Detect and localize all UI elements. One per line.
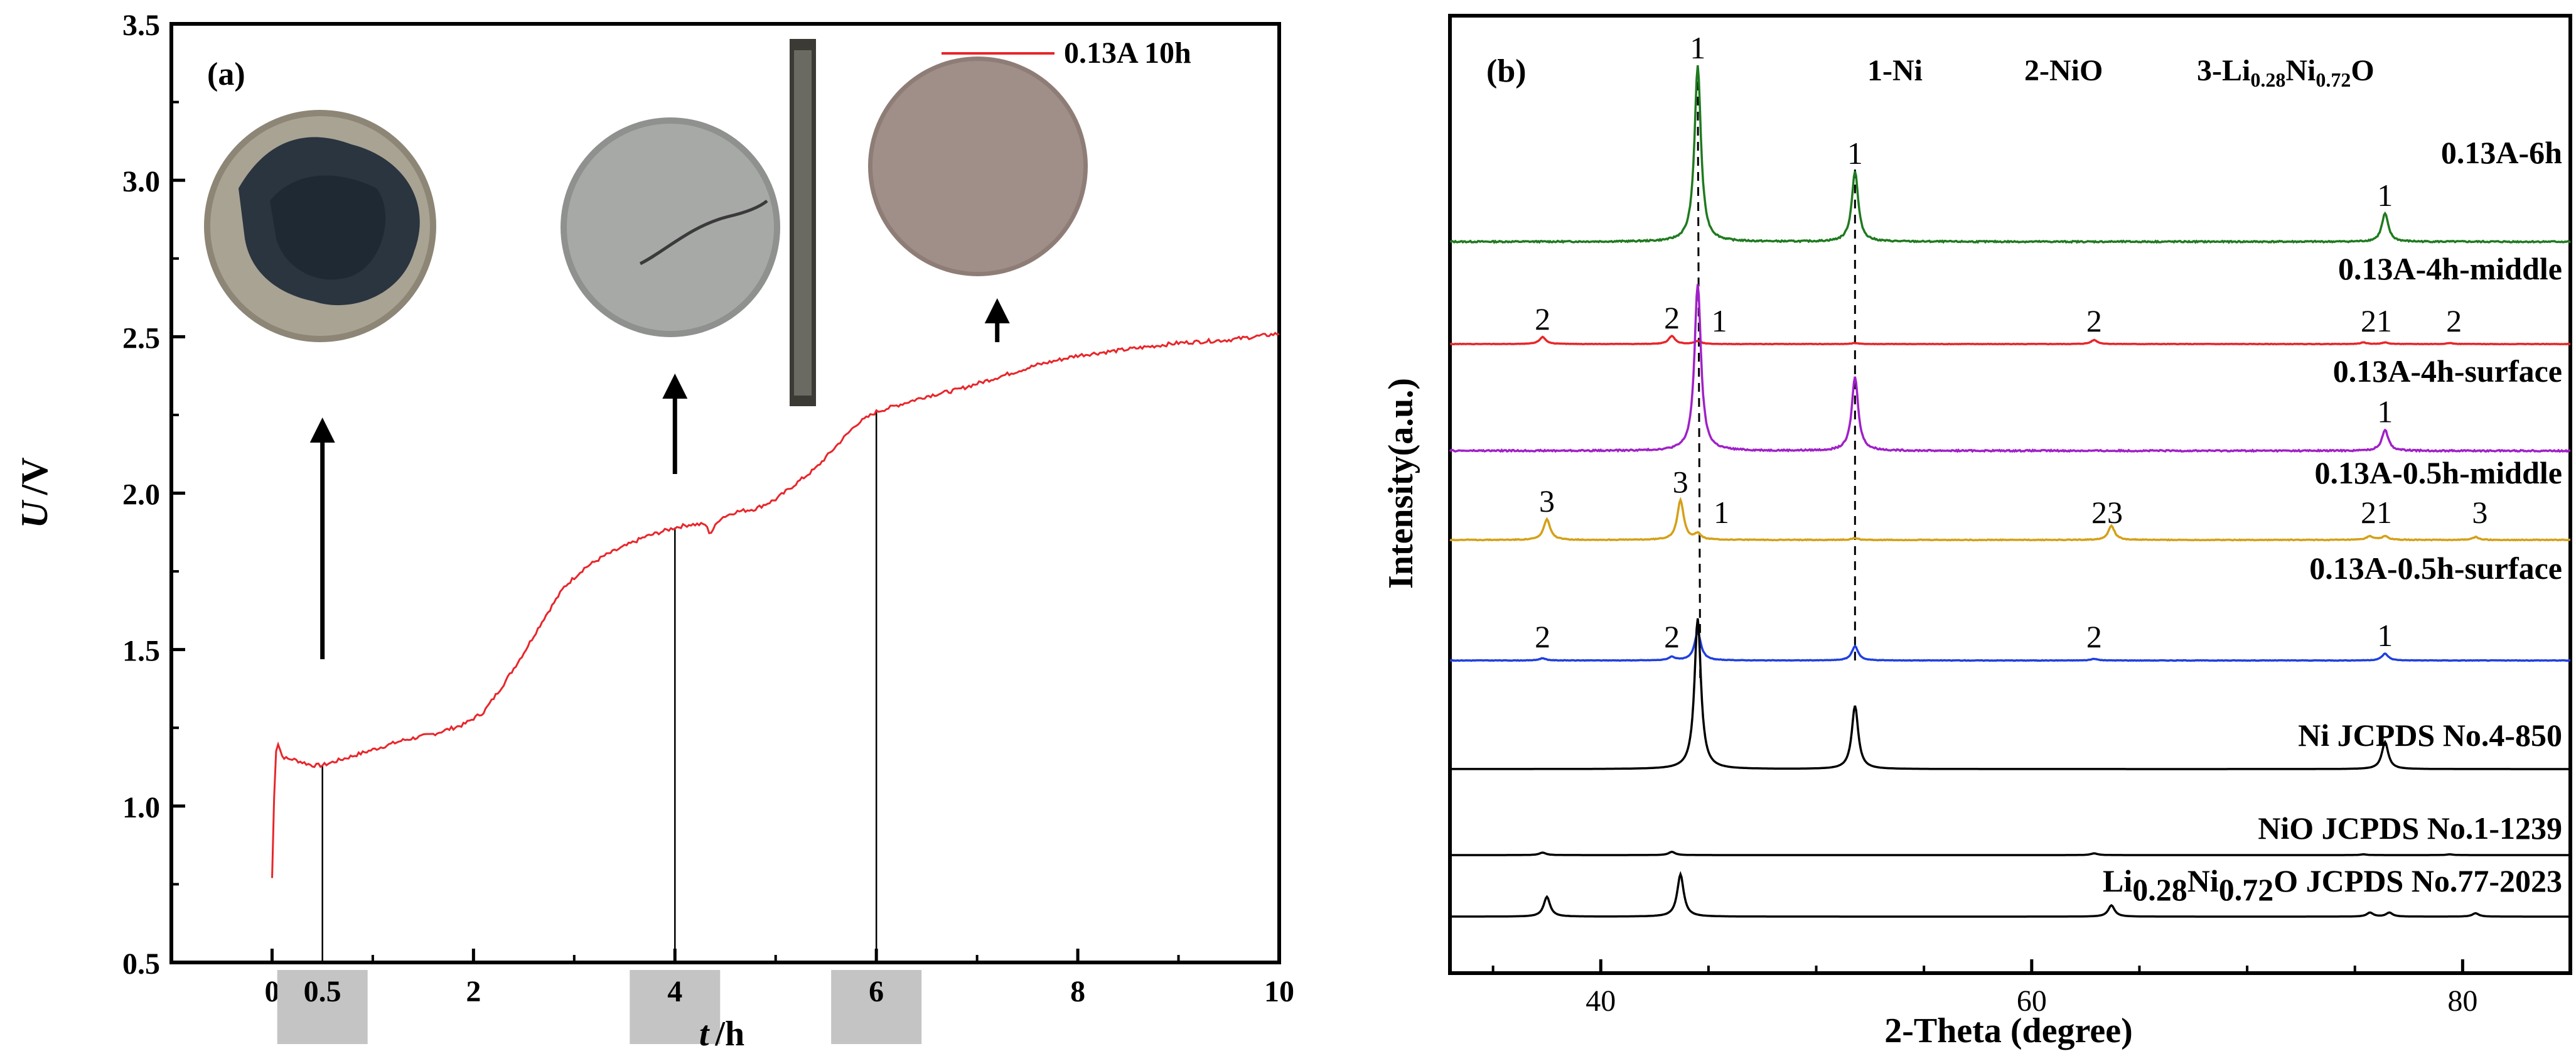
highlight-tick-label: 4 <box>667 975 682 1008</box>
peak-marker: 1 <box>2377 178 2393 213</box>
y-tick-label-a: 3.5 <box>122 9 160 42</box>
peak-marker: 23 <box>2091 495 2123 530</box>
peak-marker: 21 <box>2361 495 2392 530</box>
y-tick-label-a: 2.0 <box>122 478 160 512</box>
annotation-arrows <box>309 298 1010 659</box>
voltage-curve <box>271 331 1280 878</box>
legend-a: 0.13A 10h <box>942 36 1191 70</box>
highlighted-time-boxes: 0.5 4 6 <box>277 970 922 1044</box>
highlight-tick-label: 6 <box>869 975 884 1008</box>
pattern-label: Li0.28Ni0.72O JCPDS No.77-2023 <box>2103 863 2562 907</box>
peak-marker: 2 <box>1664 300 1680 335</box>
x-tick-label-b: 60 <box>2017 984 2047 1018</box>
pattern-label: 0.13A-0.5h-middle <box>2315 455 2562 490</box>
sample-photos <box>204 39 1088 406</box>
y-tick-label-a: 1.0 <box>122 791 160 824</box>
legend-label: 0.13A 10h <box>1064 36 1191 70</box>
x-tick-label-a: 2 <box>466 975 481 1008</box>
peak-marker: 1 <box>1714 495 1729 530</box>
peak-marker: 2 <box>2446 303 2462 338</box>
highlight-box <box>630 970 721 1044</box>
time-marker-lines <box>321 411 877 962</box>
peak-marker: 1 <box>1712 303 1727 338</box>
peak-marker: 2 <box>1535 301 1550 337</box>
y-tick-label-a: 0.5 <box>122 947 160 981</box>
xrd-curve <box>1450 630 2571 662</box>
arrow-head <box>984 298 1010 323</box>
x-axis-label-a: t/h <box>699 1015 744 1053</box>
pattern-label: 0.13A-4h-middle <box>2338 251 2562 286</box>
sample-photo-6h <box>868 57 1088 276</box>
sample-photo-0.5h <box>204 110 436 342</box>
panel-a: 0.5 1.0 1.5 2.0 2.5 3.0 3.5 0 2 8 10 0.5 4 6 <box>14 9 1294 1053</box>
peak-marker: 3 <box>1539 483 1555 519</box>
phase-key-lnio: 3-Li0.28Ni0.72O <box>2197 54 2375 91</box>
dashed-peak-guides <box>1697 81 1856 685</box>
phase-key: 1-Ni 2-NiO 3-Li0.28Ni0.72O <box>1867 54 2375 91</box>
pattern-label: 0.13A-0.5h-surface <box>2309 551 2562 586</box>
highlight-box <box>277 970 368 1044</box>
peak-marker: 1 <box>2377 394 2393 429</box>
x-tick-label-b: 40 <box>1586 984 1616 1018</box>
xrd-curve <box>1450 618 2570 770</box>
x-axis-label-b: 2-Theta (degree) <box>1884 1011 2133 1050</box>
xrd-curve <box>1450 871 2570 918</box>
arrow-head <box>662 374 688 399</box>
peak-marker: 3 <box>1673 465 1688 500</box>
peak-marker: 2 <box>1664 619 1680 654</box>
xrd-curve <box>1450 851 2570 856</box>
peak-marker: 21 <box>2361 303 2392 338</box>
pattern-labels: 0.13A-6h 0.13A-4h-middle 0.13A-4h-surface 0… <box>2103 135 2562 907</box>
sample-photo-4h <box>561 39 816 406</box>
peak-marker: 3 <box>2472 495 2487 530</box>
y-tick-label-a: 1.5 <box>122 635 160 668</box>
y-tick-label-a: 2.5 <box>122 321 160 355</box>
peak-marker: 1 <box>1847 136 1863 171</box>
arrow-head <box>309 418 335 443</box>
pattern-label: 0.13A-4h-surface <box>2333 353 2562 389</box>
x-tick-label-a: 0 <box>264 975 279 1008</box>
highlight-box <box>831 970 922 1044</box>
axis-ticks-a: 0.5 1.0 1.5 2.0 2.5 3.0 3.5 0 2 8 10 <box>122 9 1294 1008</box>
panel-label-a: (a) <box>207 57 245 92</box>
y-axis-label-b: Intensity(a.u.) <box>1382 378 1420 589</box>
peak-marker: 2 <box>1535 619 1550 654</box>
y-axis-label-a: U/V <box>14 457 55 528</box>
y-tick-label-a: 3.0 <box>122 165 160 198</box>
xrd-patterns <box>1449 65 2572 918</box>
peak-marker: 1 <box>1690 30 1705 65</box>
phase-key-nio: 2-NiO <box>2024 54 2103 87</box>
pattern-label: 0.13A-6h <box>2441 135 2562 170</box>
xrd-curve <box>1449 334 2571 346</box>
xrd-curve <box>1449 65 2572 244</box>
xrd-curve <box>1449 497 2571 542</box>
axis-ticks-b: 40 60 80 <box>1491 959 2572 1018</box>
panel-label-b: (b) <box>1486 53 1527 89</box>
peak-marker: 2 <box>2086 303 2102 338</box>
x-tick-label-a: 8 <box>1070 975 1085 1008</box>
peak-marker: 2 <box>2086 619 2102 654</box>
xrd-curve <box>1449 284 2570 453</box>
phase-key-ni: 1-Ni <box>1867 54 1923 87</box>
x-tick-label-a: 10 <box>1264 975 1294 1008</box>
voltage-series-line <box>271 331 1280 878</box>
pattern-label: NiO JCPDS No.1-1239 <box>2258 811 2562 846</box>
peak-marker: 1 <box>2377 618 2393 653</box>
x-tick-label-b: 80 <box>2447 984 2477 1018</box>
plot-frame-b <box>1448 14 2572 975</box>
pattern-label: Ni JCPDS No.4-850 <box>2298 718 2562 753</box>
highlight-tick-label: 0.5 <box>304 975 341 1008</box>
dashed-guide-ni-111 <box>1697 81 1702 685</box>
